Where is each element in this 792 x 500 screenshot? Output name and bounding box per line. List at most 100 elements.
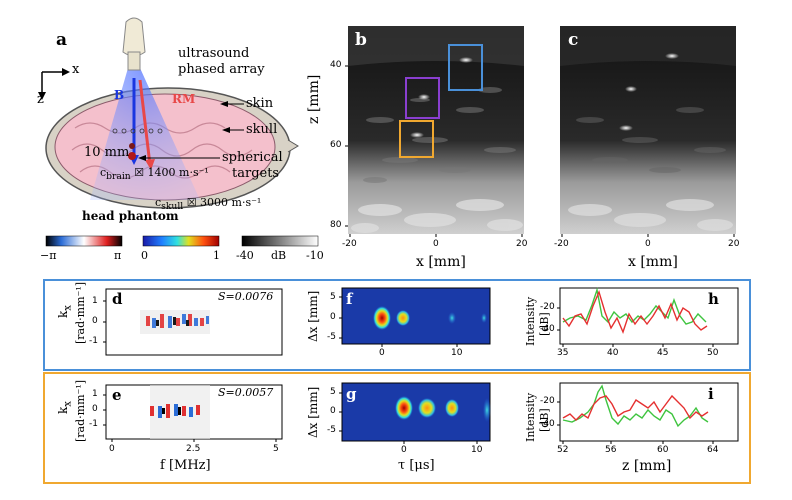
b-ytick: 80 bbox=[330, 220, 342, 230]
panel-label-g: g bbox=[346, 385, 357, 403]
i-xtick: 56 bbox=[605, 445, 617, 455]
h-xtick: 40 bbox=[607, 348, 619, 358]
blue-row-frame bbox=[43, 279, 751, 371]
f-ytick: 0 bbox=[330, 312, 336, 322]
array-title-2: phased array bbox=[178, 62, 265, 77]
c-xlabel: x [mm] bbox=[628, 254, 678, 270]
f-ylabel: Δx [mm] bbox=[306, 290, 320, 342]
i-xtick: 64 bbox=[707, 445, 719, 455]
intensity-plot-h bbox=[557, 287, 739, 347]
g-ytick: -5 bbox=[327, 425, 336, 435]
g-ytick: 0 bbox=[330, 406, 336, 416]
i-xtick: 52 bbox=[557, 445, 569, 455]
ultrasound-image-c bbox=[560, 26, 736, 237]
b-xtick: 20 bbox=[516, 239, 528, 249]
head-phantom-label: head phantom bbox=[82, 209, 179, 223]
c-xtick: 20 bbox=[728, 239, 740, 249]
e-ylabel: kx bbox=[56, 401, 74, 414]
skin-label: skin bbox=[246, 96, 274, 111]
g-ylabel: Δx [mm] bbox=[306, 386, 320, 438]
h-ytick: -20 bbox=[540, 302, 555, 312]
panel-label-b: b bbox=[355, 30, 367, 50]
b-ytick: 40 bbox=[330, 60, 342, 70]
f-xtick: 0 bbox=[379, 348, 385, 358]
panel-label-h: h bbox=[708, 290, 719, 308]
panel-label-d: d bbox=[112, 290, 123, 308]
panel-label-c: c bbox=[568, 30, 579, 50]
b-xtick: -20 bbox=[342, 239, 357, 249]
e-xtick: 5 bbox=[273, 444, 279, 454]
b-ylabel: z [mm] bbox=[306, 74, 322, 124]
c-xtick: -20 bbox=[554, 239, 569, 249]
i-xlabel: z [mm] bbox=[622, 458, 672, 474]
d-ytick: -1 bbox=[89, 336, 98, 346]
array-title: ultrasound bbox=[178, 46, 250, 61]
db-min: -40 bbox=[236, 249, 254, 262]
c-xtick: 0 bbox=[645, 239, 651, 249]
intensity-plot-i bbox=[557, 382, 739, 444]
i-xtick: 60 bbox=[657, 445, 669, 455]
panel-label-a: a bbox=[56, 30, 68, 50]
beam-rm-label: RM bbox=[172, 92, 196, 106]
map-f bbox=[339, 287, 491, 347]
probe-icon bbox=[122, 17, 146, 57]
targets-label: spherical bbox=[222, 150, 283, 165]
b-ytick: 60 bbox=[330, 140, 342, 150]
head-phantom-diagram bbox=[38, 17, 299, 209]
purple-roi-box bbox=[405, 77, 440, 119]
spectrum-d bbox=[103, 288, 283, 356]
targets-label-2: targets bbox=[232, 166, 280, 181]
h-xtick: 45 bbox=[657, 348, 669, 358]
e-xlabel: f [MHz] bbox=[160, 458, 211, 473]
orange-roi-box bbox=[399, 120, 434, 158]
panel-label-e: e bbox=[112, 386, 122, 404]
phase-min: −π bbox=[40, 249, 57, 262]
h-xtick: 35 bbox=[557, 348, 569, 358]
e-ytick: 1 bbox=[92, 389, 98, 399]
x-axis-label: x bbox=[72, 62, 80, 77]
db-colorbar bbox=[241, 235, 319, 247]
map-g bbox=[339, 382, 491, 444]
h-xtick: 50 bbox=[707, 348, 719, 358]
d-ytick: 0 bbox=[92, 316, 98, 326]
amplitude-colorbar bbox=[142, 235, 220, 247]
g-ytick: 5 bbox=[330, 387, 336, 397]
beam-b-label: B bbox=[114, 88, 125, 102]
d-ytick: 1 bbox=[92, 296, 98, 306]
panel-label-i: i bbox=[708, 385, 714, 403]
skull-label: skull bbox=[246, 122, 278, 137]
e-ytick: 0 bbox=[92, 404, 98, 414]
i-ylabel: Intensity bbox=[524, 392, 537, 442]
d-s-value: S=0.0076 bbox=[218, 290, 274, 303]
h-ytick: -40 bbox=[540, 324, 555, 334]
phase-max: π bbox=[114, 249, 122, 262]
c-skull-label: cskull ☒ 3000 m·s⁻¹ bbox=[155, 196, 262, 213]
spherical-target bbox=[128, 152, 136, 160]
e-ylabel2: [rad·mm⁻¹] bbox=[74, 379, 87, 442]
z-axis-label: z bbox=[37, 92, 44, 107]
beam-rm-arrow bbox=[138, 79, 152, 166]
f-xtick: 10 bbox=[451, 348, 463, 358]
db-unit: dB bbox=[271, 249, 287, 262]
db-max: -10 bbox=[306, 249, 324, 262]
h-ylabel: Intensity bbox=[524, 296, 537, 346]
nose-shape bbox=[287, 139, 299, 153]
c-brain-label: cbrain ☒ 1400 m·s⁻¹ bbox=[100, 166, 209, 183]
i-ytick: -40 bbox=[540, 419, 555, 429]
d-ylabel2: [rad·mm⁻¹] bbox=[74, 281, 87, 344]
f-ytick: 5 bbox=[330, 292, 336, 302]
b-xlabel: x [mm] bbox=[416, 254, 466, 270]
panel-label-f: f bbox=[346, 290, 353, 308]
amp-max: 1 bbox=[213, 249, 220, 262]
blue-roi-box bbox=[448, 44, 483, 91]
target-circles bbox=[112, 128, 163, 134]
d-ylabel: kx bbox=[56, 305, 74, 318]
amp-min: 0 bbox=[141, 249, 148, 262]
spectrum-e bbox=[103, 384, 283, 442]
scale-label: 10 mm bbox=[84, 145, 130, 160]
g-xtick: 0 bbox=[401, 445, 407, 455]
e-xtick: 2.5 bbox=[186, 444, 201, 454]
phase-colorbar bbox=[45, 235, 123, 247]
orange-row-frame bbox=[43, 372, 751, 484]
